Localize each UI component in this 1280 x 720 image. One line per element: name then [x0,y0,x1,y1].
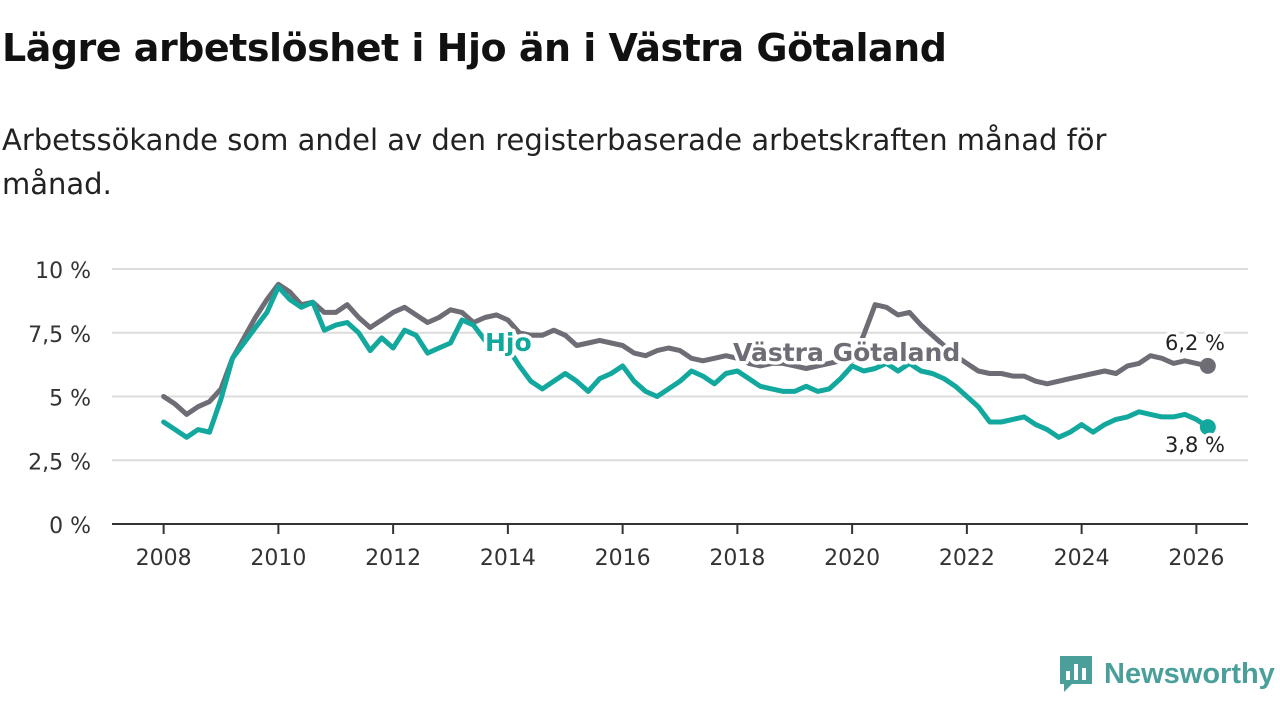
series-label-vastra-gotaland: Västra Götaland [733,338,960,367]
x-tick-label: 2016 [595,546,651,571]
x-tick-label: 2026 [1168,546,1224,571]
y-tick-label: 5 % [49,387,91,412]
y-tick-label: 10 % [35,259,91,284]
x-tick-label: 2014 [480,546,536,571]
series-label-hjo: Hjo [485,328,532,357]
chart-subtitle: Arbetssökande som andel av den registerb… [2,123,1107,201]
end-label-hjo: 3,8 % [1165,433,1225,457]
x-tick-label: 2012 [365,546,421,571]
newsworthy-logo-icon [1060,656,1092,692]
brand-logo: Newsworthy [1058,654,1275,694]
x-tick-label: 2024 [1054,546,1110,571]
x-tick-label: 2020 [824,546,880,571]
brand-name: Newsworthy [1104,657,1275,690]
x-tick-label: 2022 [939,546,995,571]
x-tick-label: 2010 [250,546,306,571]
series-line-hjo [161,284,1211,440]
end-label-vastra-gotaland: 6,2 % [1165,331,1225,355]
series-line-vastra-gotaland [161,281,1211,417]
end-point-vastra-gotaland [1199,357,1216,374]
x-tick-label: 2018 [709,546,765,571]
y-tick-label: 2,5 % [28,450,91,475]
end-point-hjo [1199,419,1216,436]
y-tick-label: 0 % [49,514,91,539]
x-tick-label: 2008 [136,546,192,571]
chart-title: Lägre arbetslöshet i Hjo än i Västra Göt… [2,26,947,70]
y-tick-label: 7,5 % [28,323,91,348]
